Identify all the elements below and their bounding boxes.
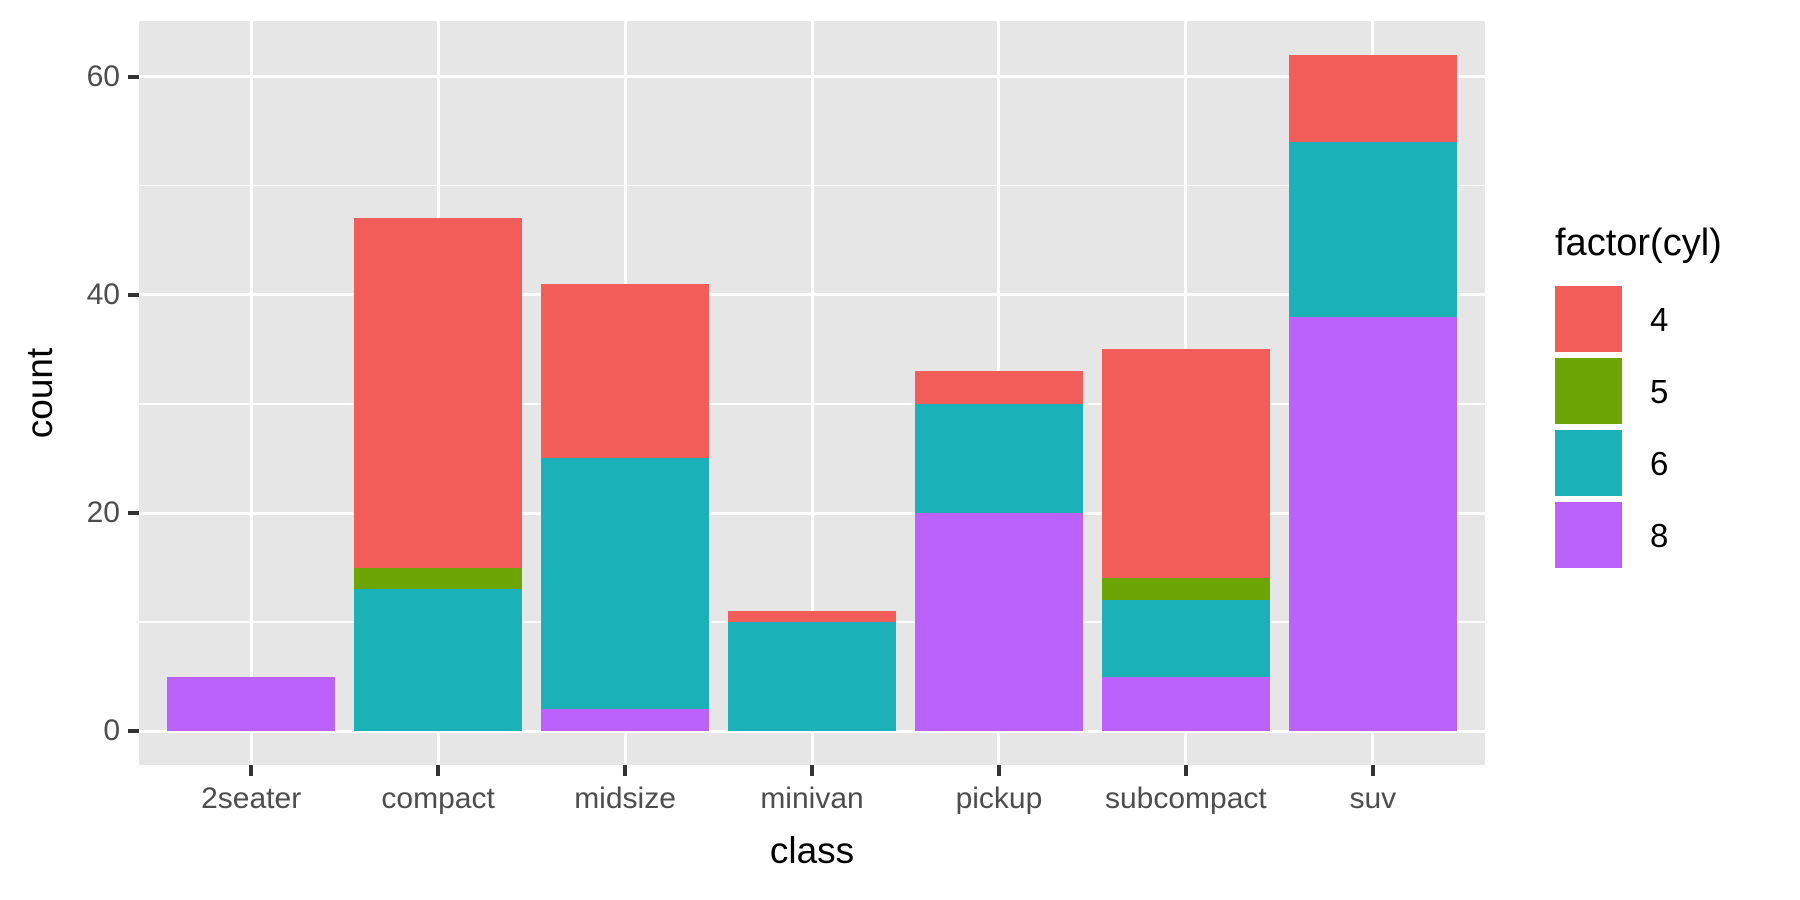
x-tick-label: subcompact (1105, 782, 1267, 815)
y-tick-mark (128, 74, 139, 79)
bar-segment-suv-cyl6 (1288, 142, 1457, 317)
bar-segment-midsize-cyl6 (540, 458, 710, 710)
legend-label: 5 (1650, 372, 1669, 410)
bar-segment-compact-cyl4 (353, 218, 523, 568)
y-tick-label: 0 (103, 714, 120, 748)
legend-entry-5: 5 (1555, 358, 1722, 424)
legend-label: 6 (1650, 444, 1669, 482)
x-tick-mark (996, 765, 1001, 776)
y-tick-mark (128, 511, 139, 515)
x-tick-mark (436, 765, 441, 776)
x-tick-mark (1183, 765, 1188, 776)
bar-segment-midsize-cyl8 (540, 709, 710, 732)
bar-segment-pickup-cyl6 (914, 403, 1084, 513)
bar-segment-2seater-cyl8 (167, 676, 336, 732)
bar-segment-suv-cyl4 (1288, 54, 1457, 143)
legend-entries: 4 5 6 8 (1555, 286, 1722, 574)
x-tick-label: minivan (760, 782, 864, 815)
legend-entry-6: 6 (1555, 430, 1722, 496)
x-tick-label: suv (1349, 782, 1397, 815)
legend-label: 4 (1650, 300, 1669, 338)
legend-entry-4: 4 (1555, 286, 1722, 352)
bar-segment-subcompact-cyl4 (1101, 349, 1270, 579)
bar-segment-pickup-cyl4 (914, 371, 1084, 404)
x-tick-mark (1370, 765, 1375, 776)
x-tick-label: compact (381, 782, 495, 815)
y-tick-label: 40 (86, 277, 120, 311)
legend-label: 8 (1650, 516, 1669, 554)
y-tick-label: 60 (86, 59, 120, 93)
y-tick-mark (128, 292, 139, 297)
bar-segment-subcompact-cyl8 (1101, 676, 1270, 732)
y-tick-label: 20 (86, 496, 120, 529)
x-tick-mark (810, 765, 814, 776)
legend-key-4 (1555, 286, 1622, 352)
bar-segment-suv-cyl8 (1288, 316, 1457, 732)
bar-segment-midsize-cyl4 (540, 283, 710, 459)
gridline-major-vertical (810, 21, 814, 765)
legend-key-5 (1555, 358, 1622, 424)
bar-segment-subcompact-cyl5 (1101, 578, 1270, 601)
gridline-major-vertical (249, 21, 253, 765)
bar-segment-compact-cyl6 (353, 589, 523, 732)
x-tick-label: 2seater (201, 782, 302, 815)
legend-key-6 (1555, 430, 1622, 496)
bar-segment-minivan-cyl6 (727, 622, 897, 732)
bar-segment-minivan-cyl4 (727, 611, 897, 623)
legend: factor(cyl) 4 5 6 8 (1555, 221, 1722, 574)
y-axis-title: count (19, 347, 60, 439)
bar-segment-pickup-cyl8 (914, 513, 1084, 732)
legend-entry-8: 8 (1555, 502, 1722, 568)
x-tick-label: pickup (955, 782, 1043, 815)
x-axis-title: class (769, 830, 855, 871)
y-tick-mark (128, 729, 139, 734)
legend-title: factor(cyl) (1555, 222, 1722, 264)
x-tick-mark (623, 765, 628, 776)
bar-segment-compact-cyl5 (353, 567, 523, 590)
x-tick-mark (249, 765, 254, 776)
bar-segment-subcompact-cyl6 (1101, 600, 1270, 677)
x-tick-label: midsize (574, 782, 676, 815)
legend-key-8 (1555, 502, 1622, 568)
